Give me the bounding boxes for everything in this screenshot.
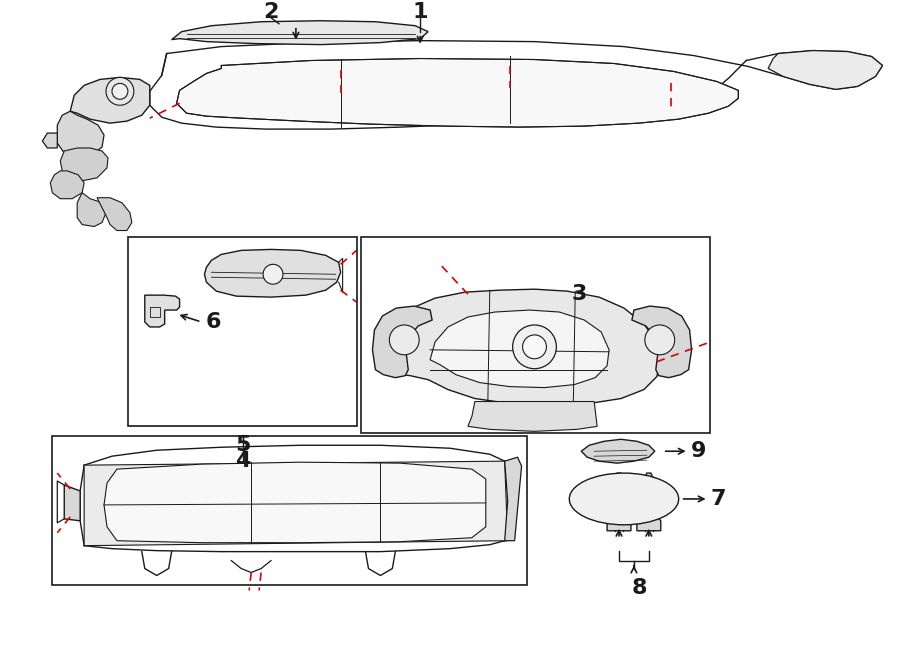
- Text: 9: 9: [691, 442, 707, 461]
- Circle shape: [523, 335, 546, 359]
- Polygon shape: [97, 198, 132, 231]
- Polygon shape: [381, 289, 661, 405]
- Polygon shape: [70, 77, 149, 123]
- Text: 1: 1: [412, 2, 427, 22]
- Polygon shape: [584, 487, 662, 512]
- Bar: [52, 436, 526, 586]
- Polygon shape: [104, 462, 486, 543]
- Text: 8: 8: [631, 578, 646, 598]
- Polygon shape: [172, 20, 428, 44]
- Polygon shape: [84, 461, 508, 546]
- Polygon shape: [644, 473, 653, 491]
- Polygon shape: [637, 513, 661, 531]
- Polygon shape: [145, 295, 180, 327]
- Polygon shape: [608, 513, 631, 531]
- Circle shape: [106, 77, 134, 105]
- Circle shape: [390, 325, 419, 355]
- Bar: [361, 237, 710, 434]
- Circle shape: [263, 264, 283, 284]
- Circle shape: [513, 325, 556, 369]
- Polygon shape: [58, 111, 104, 157]
- Text: 2: 2: [264, 2, 279, 22]
- Polygon shape: [768, 51, 883, 89]
- Text: 6: 6: [205, 312, 221, 332]
- Circle shape: [112, 83, 128, 99]
- Polygon shape: [430, 310, 609, 387]
- Text: 4: 4: [236, 451, 251, 471]
- Polygon shape: [60, 148, 108, 181]
- Polygon shape: [176, 59, 738, 127]
- Text: 3: 3: [572, 284, 587, 304]
- Polygon shape: [614, 473, 624, 491]
- Bar: [128, 237, 356, 426]
- Polygon shape: [50, 171, 84, 199]
- Polygon shape: [64, 485, 80, 521]
- Polygon shape: [373, 306, 432, 377]
- Polygon shape: [581, 440, 655, 463]
- Text: 7: 7: [711, 489, 726, 509]
- Polygon shape: [77, 193, 106, 227]
- Text: 5: 5: [236, 435, 251, 455]
- Polygon shape: [505, 457, 522, 541]
- Polygon shape: [42, 133, 58, 148]
- Polygon shape: [468, 401, 597, 432]
- Polygon shape: [204, 249, 340, 297]
- Ellipse shape: [570, 473, 679, 525]
- Polygon shape: [632, 306, 691, 377]
- Circle shape: [645, 325, 675, 355]
